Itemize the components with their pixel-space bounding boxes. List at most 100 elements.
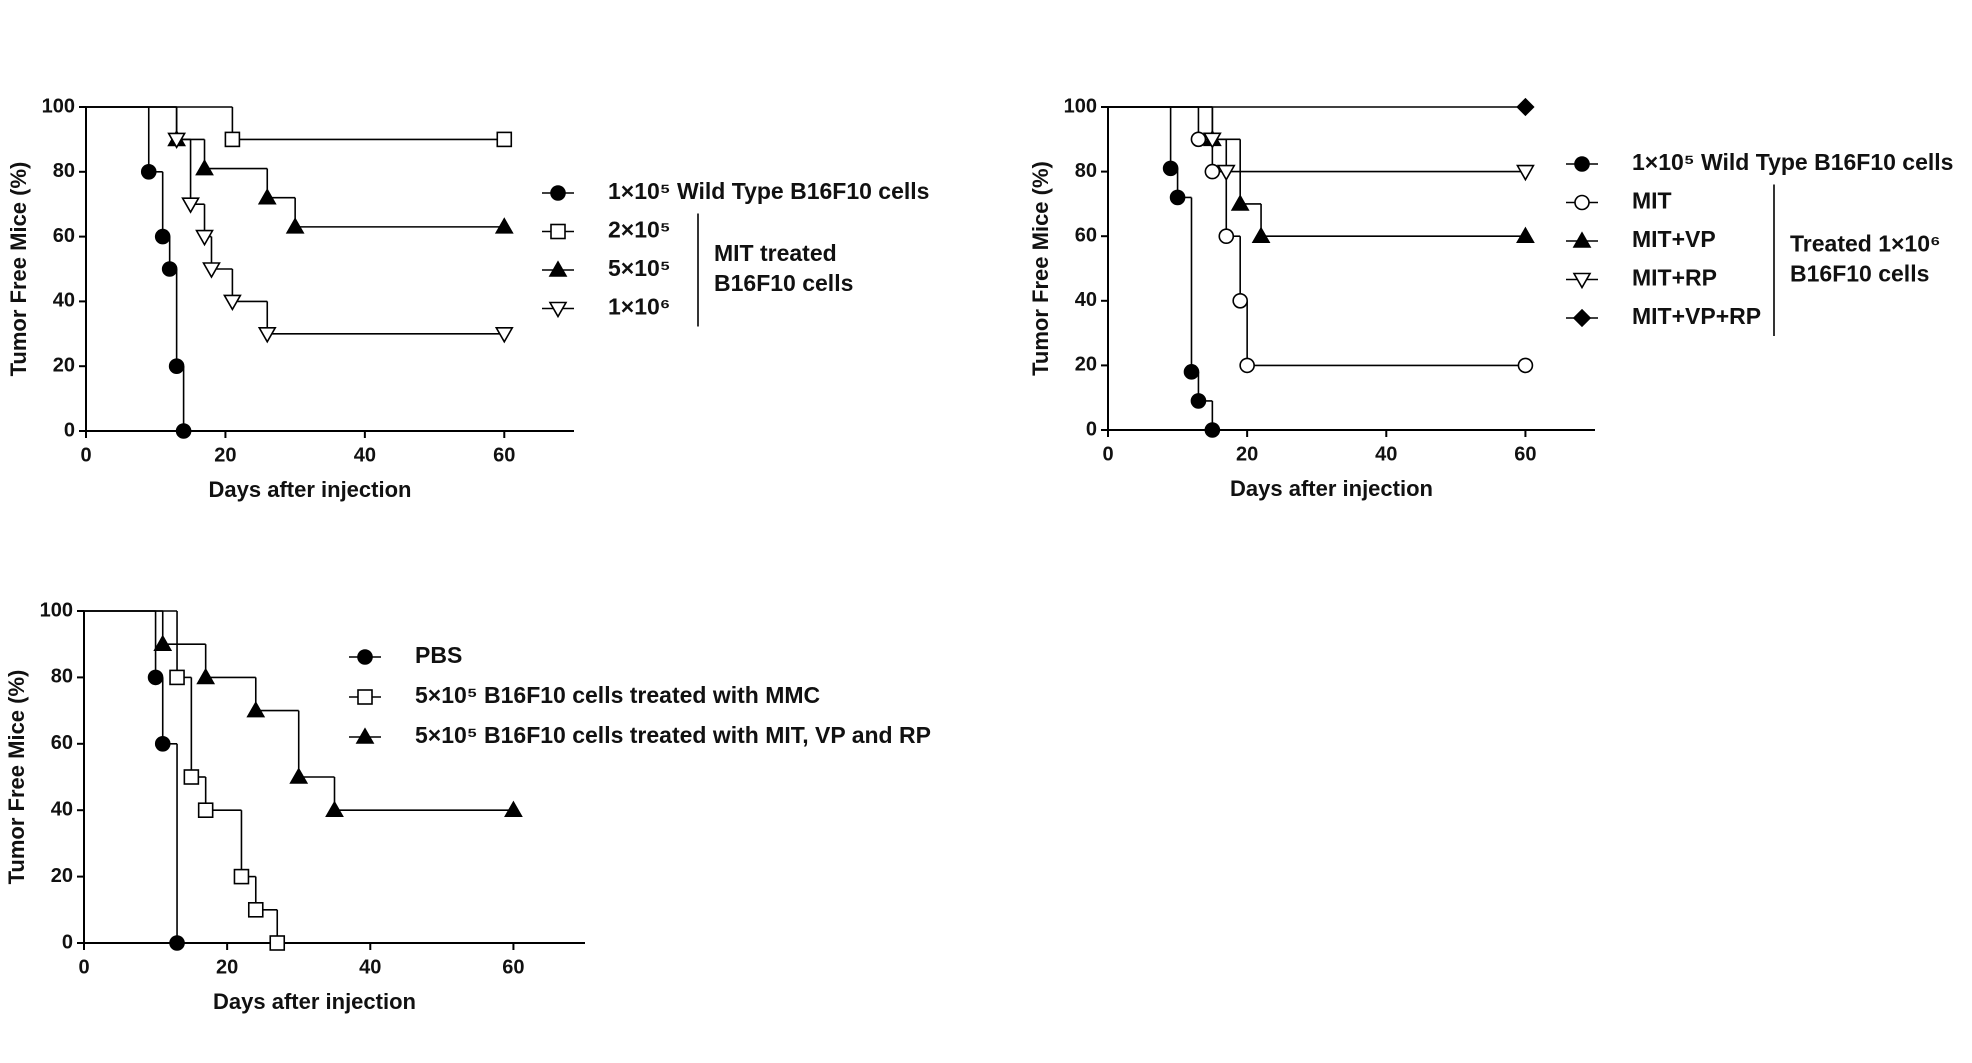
x-tick-label: 40	[354, 444, 376, 466]
legend-group-label: Treated 1×10⁶	[1790, 230, 1941, 256]
legend-marker	[548, 301, 568, 319]
legend-label: 1×10⁵ Wild Type B16F10 cells	[608, 178, 929, 204]
data-point	[168, 358, 185, 375]
x-axis-title: Days after injection	[213, 989, 416, 1014]
data-point	[195, 158, 214, 176]
x-tick-label: 0	[1102, 443, 1113, 465]
x-tick-label: 0	[78, 956, 89, 978]
data-point	[161, 261, 178, 277]
data-point	[289, 767, 309, 784]
data-point	[169, 935, 185, 951]
data-point	[169, 669, 185, 686]
data-point	[153, 634, 173, 652]
legend-label: MIT+VP	[1632, 226, 1716, 252]
legend-label: 5×10⁵ B16F10 cells treated with MMC	[415, 682, 820, 708]
legend-marker	[357, 649, 373, 665]
legend-marker	[550, 223, 566, 240]
data-point	[246, 700, 266, 718]
legend-label: PBS	[415, 642, 462, 668]
x-tick-label: 40	[1375, 443, 1397, 465]
data-point	[224, 131, 241, 148]
y-tick-label: 0	[1086, 418, 1097, 440]
y-tick-label: 20	[1075, 354, 1097, 376]
data-point	[325, 800, 344, 818]
x-tick-label: 0	[80, 444, 91, 466]
x-tick-label: 20	[214, 444, 236, 466]
data-point	[496, 131, 513, 148]
legend-marker	[1572, 308, 1592, 328]
y-tick-label: 40	[53, 290, 75, 312]
legend-group-label: MIT treated	[714, 240, 837, 266]
data-point	[223, 294, 242, 312]
data-point	[1516, 164, 1535, 182]
data-point	[494, 326, 514, 344]
data-point	[1232, 292, 1248, 309]
legend-marker	[1572, 231, 1592, 248]
data-point	[1230, 194, 1250, 211]
legend-label: MIT+VP+RP	[1632, 303, 1761, 329]
y-tick-label: 100	[42, 95, 75, 117]
data-point	[1204, 422, 1221, 438]
legend-marker	[357, 689, 373, 705]
data-point	[175, 423, 192, 439]
data-point	[202, 262, 221, 279]
data-point	[247, 901, 264, 918]
x-axis-title: Days after injection	[209, 477, 412, 502]
data-point	[285, 217, 305, 234]
data-point	[1204, 163, 1221, 180]
data-point	[1516, 226, 1535, 243]
y-axis-title: Tumor Free Mice (%)	[4, 670, 29, 885]
y-tick-label: 40	[51, 798, 73, 820]
legend-label: 5×10⁵	[608, 255, 671, 281]
y-tick-label: 100	[1064, 95, 1097, 117]
y-tick-label: 0	[64, 419, 75, 441]
y-tick-label: 100	[40, 599, 73, 621]
legend-group-label: B16F10 cells	[1790, 260, 1929, 286]
data-point	[1517, 357, 1534, 374]
data-point	[1216, 164, 1236, 182]
y-tick-label: 80	[1075, 160, 1097, 182]
y-tick-label: 20	[51, 865, 73, 887]
data-point	[269, 935, 286, 951]
legend-marker	[548, 260, 568, 277]
data-point	[494, 217, 514, 234]
x-tick-label: 60	[1514, 443, 1536, 465]
legend-label: MIT	[1632, 188, 1672, 214]
data-point	[1190, 393, 1207, 409]
data-point	[140, 164, 157, 180]
data-point	[257, 188, 277, 205]
legend-marker	[355, 727, 375, 744]
x-axis-title: Days after injection	[1230, 476, 1433, 501]
data-point	[1516, 97, 1535, 117]
data-point	[147, 669, 164, 686]
legend-marker	[1572, 272, 1592, 290]
y-tick-label: 20	[53, 354, 75, 376]
data-point	[1190, 131, 1207, 148]
data-point	[167, 132, 187, 150]
legend-label: 2×10⁵	[608, 217, 671, 243]
data-point	[196, 667, 216, 685]
y-tick-label: 80	[51, 666, 73, 688]
data-point	[181, 197, 200, 214]
data-point	[1202, 132, 1222, 149]
y-tick-label: 80	[53, 160, 75, 182]
legend-group-label: B16F10 cells	[714, 270, 853, 296]
y-tick-label: 60	[1075, 224, 1097, 246]
y-axis-title: Tumor Free Mice (%)	[6, 162, 31, 377]
data-point	[183, 769, 200, 785]
data-point	[1239, 357, 1255, 374]
legend-label: 5×10⁵ B16F10 cells treated with MIT, VP …	[415, 722, 931, 748]
y-tick-label: 40	[1075, 289, 1097, 311]
legend-marker	[1574, 156, 1590, 172]
data-point	[1218, 228, 1235, 244]
x-tick-label: 60	[493, 444, 515, 466]
y-tick-label: 60	[51, 732, 73, 754]
y-tick-label: 60	[53, 225, 75, 247]
data-point	[1251, 226, 1271, 243]
data-point	[1162, 160, 1179, 177]
data-point	[154, 228, 171, 245]
legend-label: 1×10⁵ Wild Type B16F10 cells	[1632, 149, 1953, 175]
legend-marker	[1574, 194, 1590, 211]
legend-marker	[550, 185, 566, 201]
